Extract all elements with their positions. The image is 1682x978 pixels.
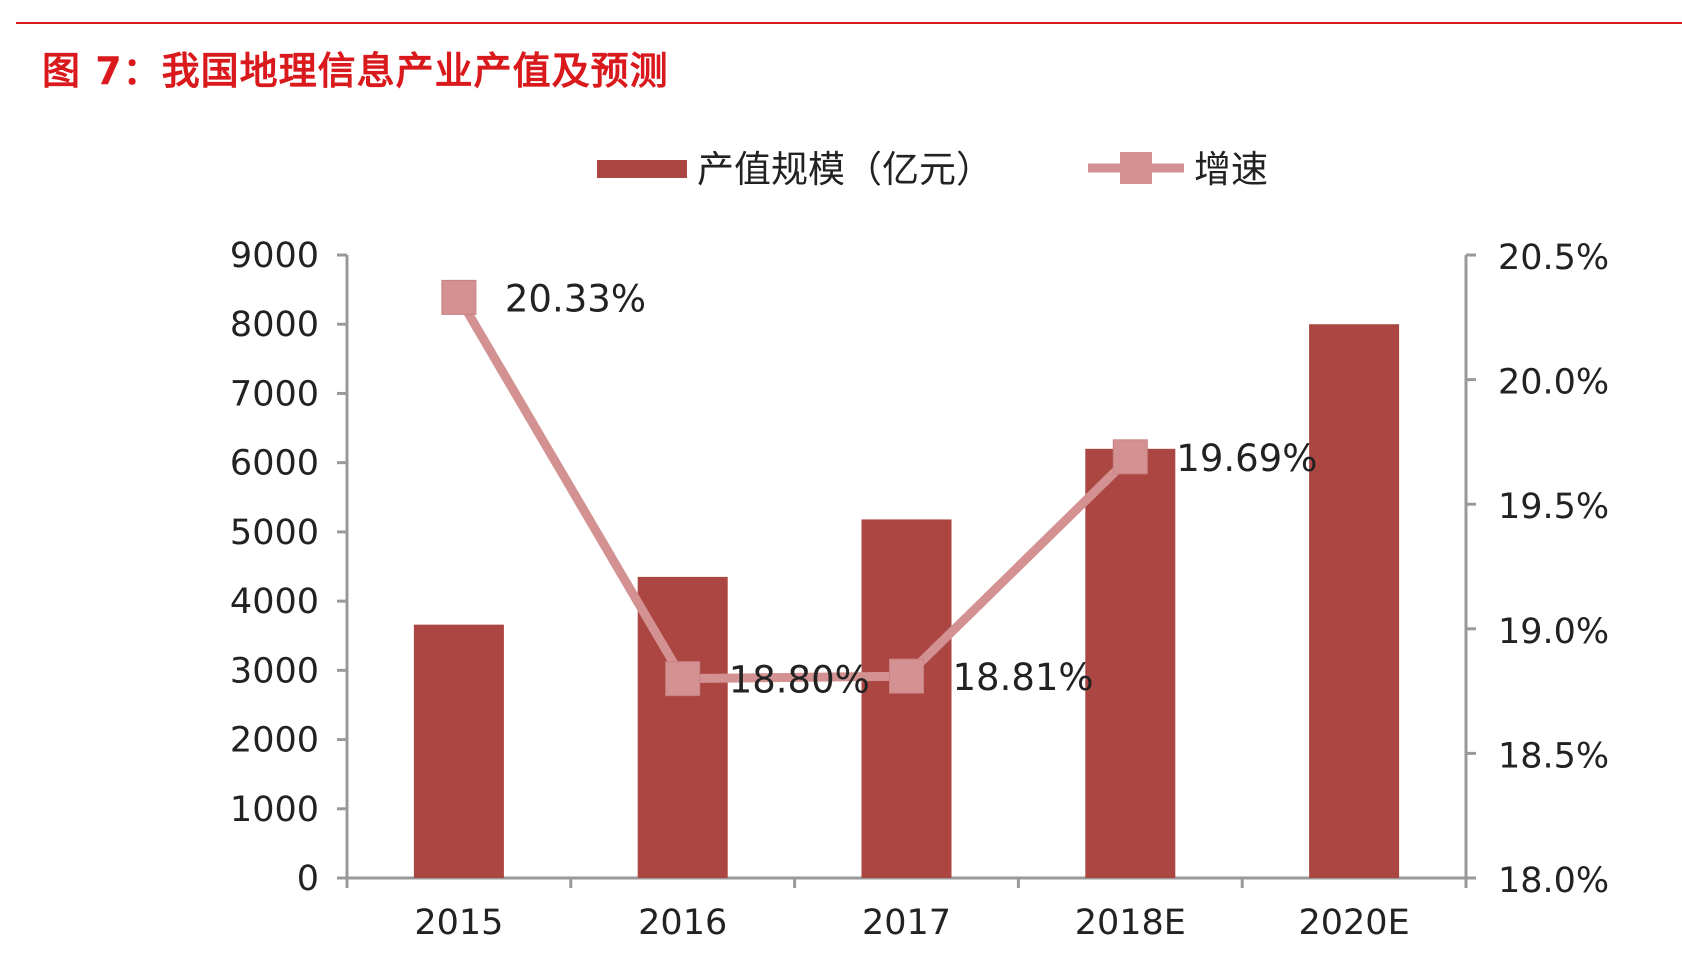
- growth-data-label: 18.80%: [729, 659, 870, 702]
- left-tick-label: 9000: [230, 236, 319, 276]
- right-tick-label: 18.0%: [1498, 861, 1609, 901]
- x-tick-label: 2018E: [1075, 903, 1186, 943]
- left-tick-label: 3000: [230, 651, 319, 691]
- x-tick-label: 2020E: [1299, 903, 1410, 943]
- right-tick-label: 20.0%: [1498, 363, 1609, 403]
- x-tick-label: 2016: [638, 903, 727, 943]
- left-tick-label: 0: [297, 859, 319, 899]
- right-tick-label: 18.5%: [1498, 736, 1609, 776]
- right-tick-label: 19.5%: [1498, 487, 1609, 527]
- left-tick-label: 7000: [230, 374, 319, 414]
- growth-marker: [441, 279, 477, 315]
- bar: [1085, 448, 1176, 878]
- left-tick-label: 6000: [230, 444, 319, 484]
- growth-marker: [889, 658, 924, 694]
- left-tick-label: 4000: [230, 582, 319, 622]
- growth-marker: [1112, 439, 1148, 475]
- bar: [861, 519, 952, 878]
- left-tick-label: 8000: [230, 305, 319, 345]
- bar: [1309, 324, 1400, 878]
- legend-bar-label: 产值规模（亿元）: [697, 148, 993, 191]
- legend-bar-swatch: [597, 160, 687, 178]
- legend-line-label: 增速: [1194, 148, 1268, 191]
- left-tick-label: 5000: [230, 513, 319, 553]
- growth-line: [455, 295, 1134, 684]
- legend-line-marker: [1120, 152, 1152, 184]
- left-tick-label: 1000: [230, 790, 319, 830]
- growth-marker: [665, 661, 701, 697]
- chart-title: 图 7：我国地理信息产业产值及预测: [42, 49, 669, 93]
- bar: [413, 624, 504, 878]
- right-tick-label: 19.0%: [1498, 612, 1609, 652]
- x-tick-label: 2015: [414, 903, 503, 943]
- x-tick-label: 2017: [862, 903, 951, 943]
- growth-data-label: 20.33%: [505, 277, 646, 320]
- growth-data-label: 19.69%: [1176, 437, 1317, 480]
- left-tick-label: 2000: [230, 721, 319, 761]
- right-tick-label: 20.5%: [1498, 238, 1609, 278]
- header-rule: [16, 22, 1682, 24]
- growth-data-label: 18.81%: [953, 656, 1094, 699]
